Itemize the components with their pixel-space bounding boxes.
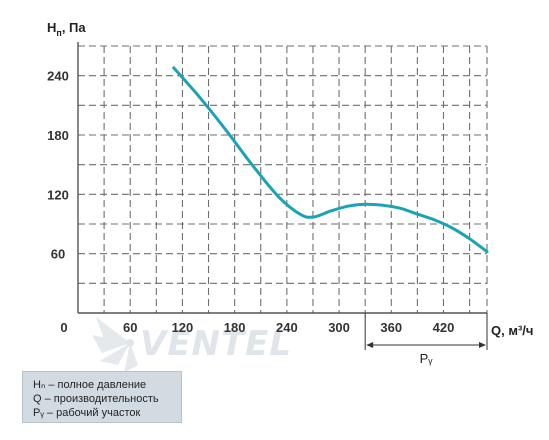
fan-logo-icon (92, 317, 138, 373)
x-tick-label: 300 (328, 320, 350, 335)
tick-labels: 60 120 180 240 300 360 420 60 120 180 240 0 (47, 69, 454, 335)
range-arrow-right-icon (479, 342, 486, 348)
x-tick-label: 420 (433, 320, 455, 335)
working-range: Pᵧ (364, 313, 488, 366)
x-tick-label: 120 (172, 320, 194, 335)
watermark-text: VENTEL (140, 324, 292, 364)
legend-item-pressure: Hₙ – полное давление (33, 379, 147, 391)
pressure-curve (172, 66, 489, 254)
grid (78, 45, 488, 313)
x-tick-label: 60 (123, 320, 137, 335)
legend-item-flow: Q – производительность (33, 393, 159, 405)
y-axis-title: Hп, Па (47, 20, 86, 38)
y-tick-label: 240 (47, 69, 69, 84)
range-label: Pᵧ (420, 351, 434, 366)
series-layer (172, 66, 489, 254)
x-tick-label: 240 (276, 320, 298, 335)
x-tick-label: 360 (380, 320, 402, 335)
y-tick-label: 120 (47, 187, 69, 202)
range-arrow-left-icon (366, 342, 374, 348)
legend-item-working-range: Pᵧ – рабочий участок (33, 407, 141, 419)
origin-label: 0 (60, 320, 67, 335)
y-tick-label: 60 (51, 247, 65, 262)
axes (77, 42, 487, 314)
x-axis-title: Q, м³/ч (491, 323, 533, 338)
legend: Hₙ – полное давление Q – производительно… (22, 371, 182, 423)
y-tick-label: 180 (47, 128, 69, 143)
x-tick-label: 180 (224, 320, 246, 335)
watermark: VENTEL (92, 317, 292, 373)
